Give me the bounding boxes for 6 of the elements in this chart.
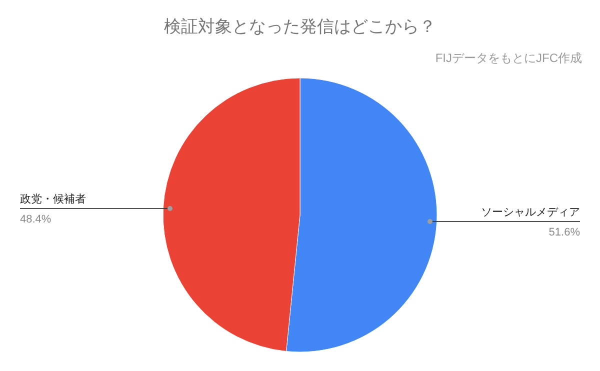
data-label: 48.4%: [20, 213, 52, 226]
chart-title: 検証対象となった発信はどこから？: [164, 17, 436, 36]
slice-label: ソーシャルメディア: [481, 206, 580, 219]
data-label: 51.6%: [548, 226, 580, 239]
slice-label: 政党・候補者: [20, 192, 86, 206]
chart-subtitle: FIJデータをもとにJFC作成: [435, 51, 582, 65]
